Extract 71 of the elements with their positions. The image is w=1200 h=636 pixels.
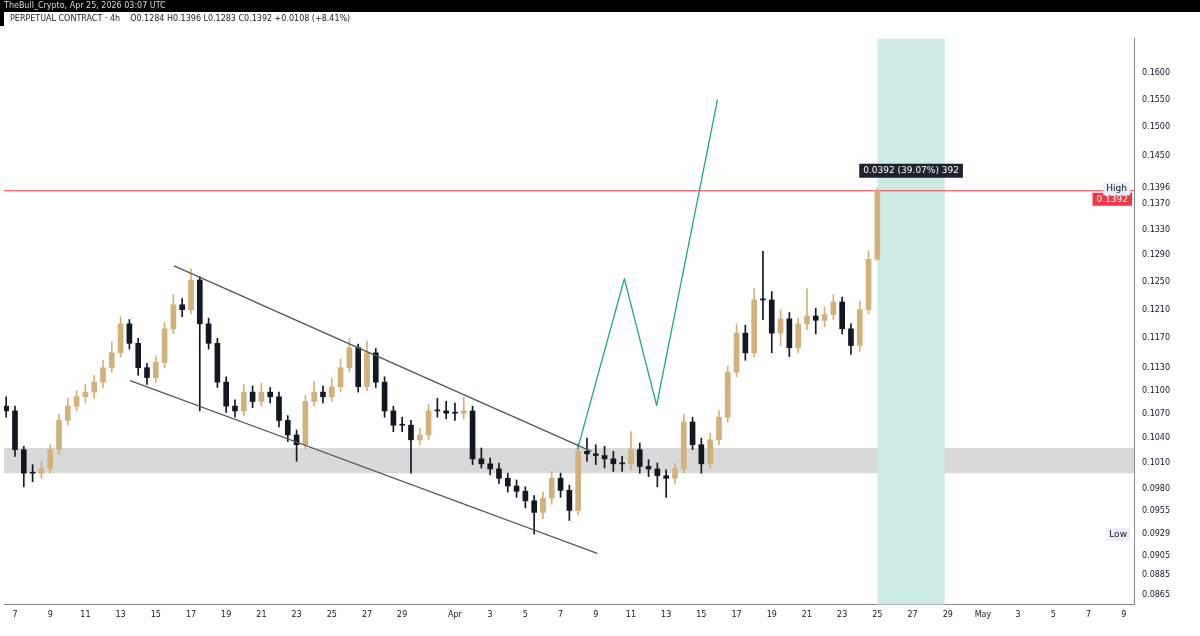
y-tick-label: 0.1130 — [1142, 362, 1170, 372]
y-tick-label: 0.0905 — [1142, 551, 1170, 561]
x-tick-label: May — [974, 610, 992, 620]
x-tick-label: 11 — [625, 610, 637, 620]
candlestick — [452, 402, 458, 421]
candlestick — [399, 416, 406, 432]
x-tick-label: 13 — [115, 610, 126, 620]
y-tick-label: 0.1100 — [1142, 385, 1170, 395]
x-tick-label: 19 — [766, 610, 777, 620]
annotation: Low — [1109, 528, 1127, 539]
x-tick-label: 3 — [487, 610, 493, 620]
x-tick-label: 5 — [1050, 610, 1056, 620]
y-tick-label: 0.1170 — [1142, 333, 1170, 343]
candlestick — [812, 307, 819, 335]
y-tick-label: 0.0929 — [1142, 529, 1170, 539]
text: TheBull_Crypto, Apr 25, 2026 03:07 UTC — [0, 0, 1200, 12]
candlestick — [592, 444, 599, 466]
x-tick-label: 15 — [150, 610, 161, 620]
y-tick-label: 0.1290 — [1142, 250, 1170, 260]
x-tick-label: 7 — [1085, 610, 1092, 620]
y-tick-label: 0.0955 — [1142, 505, 1170, 515]
y-tick-label: 0.1330 — [1142, 224, 1170, 234]
candlestick — [663, 469, 669, 498]
x-tick-label: 17 — [731, 610, 742, 620]
x-tick-label: 23 — [291, 610, 302, 620]
chart-subtitle: O0.1284 H0.1396 L0.1283 C0.1392 +0.0108 (+8.41%) — [130, 14, 351, 23]
candlestick — [584, 437, 590, 462]
y-tick-label: 0.1250 — [1142, 277, 1170, 287]
x-tick-label: 21 — [256, 610, 267, 620]
y-tick-label: 0.0885 — [1142, 570, 1170, 580]
x-tick-label: 19 — [221, 610, 232, 620]
y-tick-label: 0.1450 — [1142, 151, 1170, 161]
x-tick-label: 25 — [326, 610, 337, 620]
x-tick-label: 7 — [12, 610, 18, 620]
ref-line-label: 0.1392 — [1096, 193, 1128, 204]
y-tick-label: 0.1600 — [1142, 67, 1170, 77]
y-tick-label: 0.1040 — [1142, 433, 1170, 443]
x-tick-label: Apr — [448, 610, 463, 620]
chart-title: PERPETUAL CONTRACT · 4h — [10, 14, 121, 23]
x-tick-label: 11 — [80, 610, 91, 620]
y-tick-label: 0.1396 — [1142, 183, 1170, 193]
x-tick-label: 27 — [907, 610, 918, 620]
x-tick-label: 9 — [593, 610, 599, 620]
y-tick-label: 0.1010 — [1142, 458, 1170, 468]
x-tick-label: 9 — [1121, 610, 1127, 620]
x-tick-label: 15 — [696, 610, 707, 620]
y-tick-label: 0.1210 — [1142, 304, 1170, 314]
x-tick-label: 27 — [361, 610, 373, 620]
x-tick-label: 29 — [397, 610, 408, 620]
y-tick-label: 0.0865 — [1142, 589, 1170, 599]
candlestick — [804, 288, 810, 330]
y-tick-label: 0.1550 — [1142, 94, 1170, 104]
x-tick-label: 25 — [872, 610, 883, 620]
candlestick — [460, 396, 467, 420]
x-tick-label: 5 — [522, 610, 528, 620]
annotation: High — [1106, 183, 1127, 194]
y-tick-label: 0.1070 — [1142, 409, 1170, 419]
x-tick-label: 17 — [185, 610, 197, 620]
band-label: 0.0392 (39.07%) 392 — [863, 165, 959, 176]
x-tick-label: 21 — [801, 610, 813, 620]
x-tick-label: 7 — [558, 610, 564, 620]
x-tick-label: 29 — [942, 610, 953, 620]
candlestick — [443, 401, 449, 420]
x-tick-label: 13 — [661, 610, 672, 620]
x-tick-label: 9 — [47, 610, 53, 620]
y-tick-label: 0.0980 — [1142, 483, 1170, 493]
candlestick — [4, 396, 10, 418]
y-tick-label: 0.1370 — [1142, 199, 1170, 209]
x-tick-label: 23 — [837, 610, 848, 620]
x-tick-label: 3 — [1015, 610, 1021, 620]
y-tick-label: 0.1500 — [1142, 122, 1170, 132]
